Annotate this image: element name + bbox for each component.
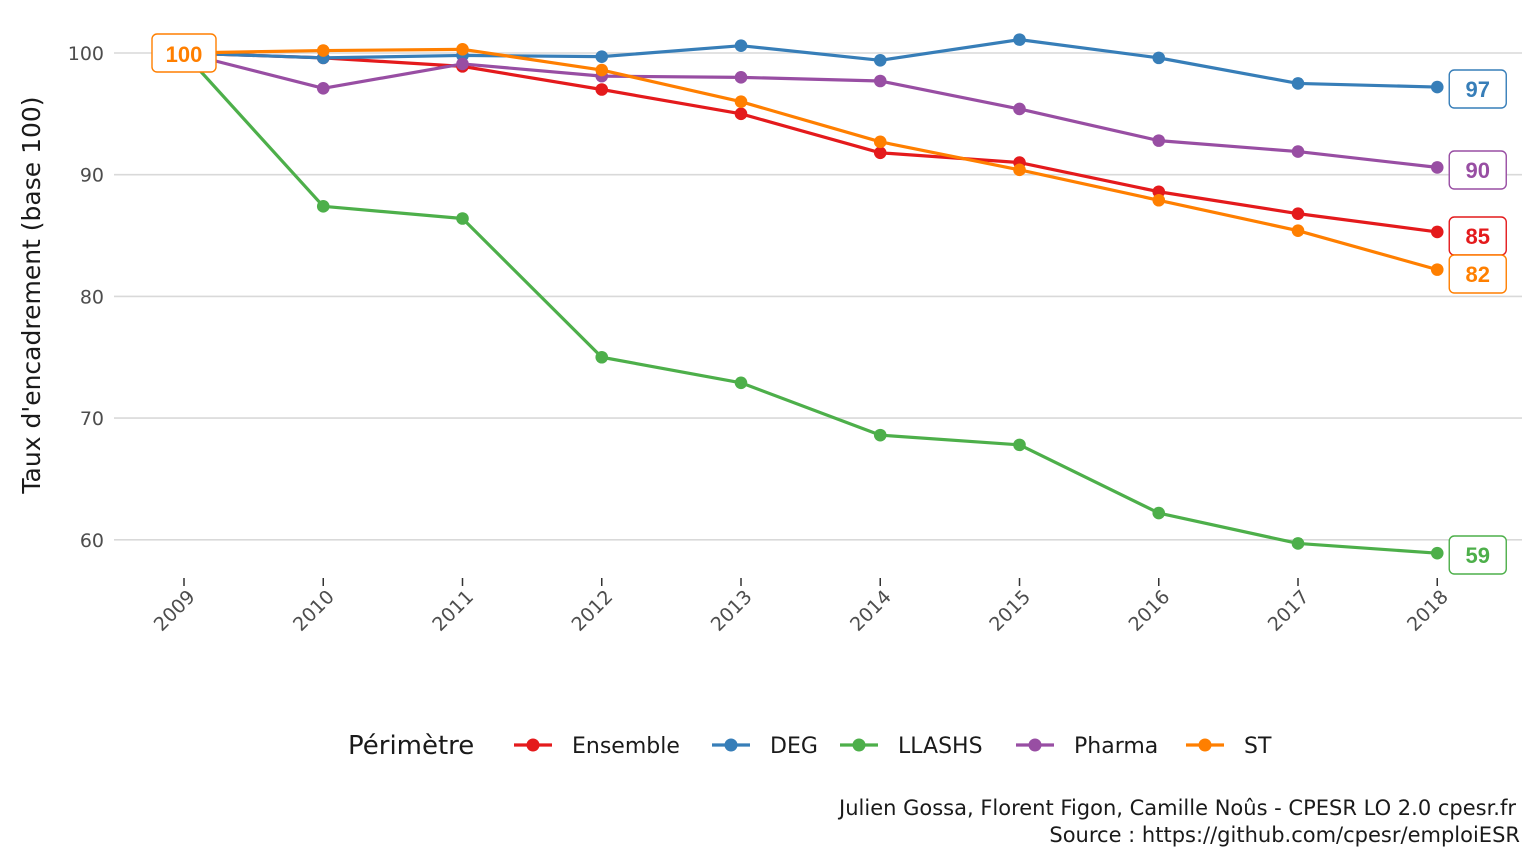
x-tick-label: 2011 <box>428 586 478 636</box>
svg-text:Pharma: Pharma <box>1074 734 1158 759</box>
y-axis: 60 70 80 90 100 <box>68 43 104 552</box>
y-tick-label: 70 <box>80 408 104 430</box>
data-point-deg <box>1013 33 1026 46</box>
start-label: 100 <box>151 33 217 73</box>
legend-item-deg: DEG <box>712 734 818 759</box>
x-tick-label: 2013 <box>707 586 757 636</box>
x-tick-label: 2018 <box>1403 586 1453 636</box>
data-point-deg <box>1291 77 1305 90</box>
x-tick-label: 2016 <box>1125 586 1175 636</box>
end-label-llashs: 59 <box>1448 535 1507 575</box>
data-point-st <box>1430 263 1444 276</box>
svg-text:97: 97 <box>1466 77 1490 102</box>
data-point-pharma <box>1152 134 1166 147</box>
data-point-deg <box>1152 51 1166 65</box>
legend-item-pharma: Pharma <box>1016 734 1158 759</box>
y-tick-label: 100 <box>68 43 104 65</box>
data-point-llashs <box>1013 438 1026 452</box>
x-tick-label: 2010 <box>289 586 339 636</box>
legend: Périmètre Ensemble DEG LLASHS Pharma ST <box>348 731 1272 761</box>
data-point-llashs <box>873 428 887 442</box>
data-point-st <box>1152 193 1166 207</box>
x-tick-label: 2014 <box>846 586 896 636</box>
data-point-deg <box>873 54 887 67</box>
caption-source: Source : https://github.com/cpesr/emploi… <box>1049 823 1520 847</box>
end-label-st: 82 <box>1448 254 1507 294</box>
y-tick-label: 90 <box>80 165 104 187</box>
legend-title: Périmètre <box>348 731 474 761</box>
data-point-pharma <box>1430 161 1444 174</box>
data-point-pharma <box>316 81 330 95</box>
legend-item-llashs: LLASHS <box>840 734 983 759</box>
data-point-llashs <box>595 350 609 364</box>
series-line-st <box>183 47 1438 272</box>
x-tick-label: 2009 <box>150 586 200 636</box>
legend-item-ensemble: Ensemble <box>514 734 680 759</box>
svg-text:Ensemble: Ensemble <box>572 734 680 759</box>
end-labels: 85 97 59 90 82 100 <box>151 33 1507 575</box>
svg-text:90: 90 <box>1466 158 1490 183</box>
svg-text:DEG: DEG <box>770 734 818 759</box>
data-point-deg <box>1430 80 1444 94</box>
data-point-st <box>595 63 609 77</box>
end-label-pharma: 90 <box>1448 150 1507 190</box>
data-point-st <box>873 135 887 149</box>
caption: Julien Gossa, Florent Figon, Camille Noû… <box>837 796 1520 847</box>
data-point-ensemble <box>734 107 748 121</box>
x-tick-label: 2012 <box>568 586 618 636</box>
data-point-st <box>456 43 469 56</box>
caption-authors: Julien Gossa, Florent Figon, Camille Noû… <box>837 796 1516 820</box>
data-point-pharma <box>873 74 887 88</box>
end-label-ensemble: 85 <box>1448 216 1507 256</box>
data-point-deg <box>595 50 609 63</box>
data-point-st <box>1013 163 1026 177</box>
data-point-pharma <box>734 71 748 84</box>
data-point-llashs <box>1430 546 1444 560</box>
data-point-pharma <box>1013 102 1026 116</box>
data-point-st <box>734 95 748 108</box>
svg-text:85: 85 <box>1466 224 1490 249</box>
svg-text:59: 59 <box>1466 543 1490 568</box>
data-point-deg <box>734 39 748 52</box>
x-tick-label: 2017 <box>1264 586 1314 636</box>
data-point-ensemble <box>873 146 887 160</box>
data-point-pharma <box>1291 145 1305 158</box>
gridlines <box>114 52 1522 541</box>
data-point-llashs <box>734 376 748 390</box>
x-axis: 2009 2010 2011 2012 2013 2014 2015 2016 2017 2018 <box>150 578 1453 636</box>
svg-text:LLASHS: LLASHS <box>898 734 983 759</box>
data-point-ensemble <box>595 83 609 96</box>
y-tick-label: 60 <box>80 530 104 552</box>
data-point-llashs <box>1291 537 1305 550</box>
series-line-deg <box>183 38 1438 89</box>
legend-item-st: ST <box>1186 734 1272 759</box>
series-line-pharma <box>183 51 1438 169</box>
series-line-ensemble <box>183 51 1438 234</box>
y-tick-label: 80 <box>80 286 104 308</box>
data-point-pharma <box>456 57 469 71</box>
data-point-st <box>1291 224 1305 237</box>
series-lines <box>182 38 1438 555</box>
y-axis-title: Taux d'encadrement (base 100) <box>17 96 46 494</box>
x-tick-label: 2015 <box>985 586 1035 636</box>
series-line-llashs <box>182 51 1438 555</box>
data-point-llashs <box>1152 506 1166 520</box>
data-point-ensemble <box>1430 225 1444 239</box>
data-point-llashs <box>456 212 469 225</box>
data-point-ensemble <box>1291 207 1305 220</box>
svg-text:ST: ST <box>1244 734 1272 759</box>
data-point-llashs <box>316 200 330 213</box>
svg-text:82: 82 <box>1466 262 1490 287</box>
svg-text:100: 100 <box>166 42 203 67</box>
end-label-deg: 97 <box>1448 69 1507 109</box>
data-point-st <box>316 44 330 57</box>
